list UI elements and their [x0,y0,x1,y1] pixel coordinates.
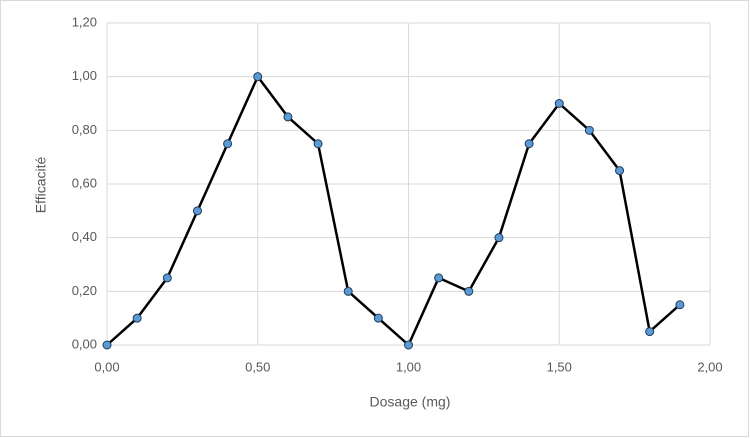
marker [554,99,564,108]
marker [404,340,413,350]
x-axis-title: Dosage (mg) [370,394,451,410]
marker [102,340,112,350]
x-tick-label: 2,00 [697,359,722,374]
marker [615,166,625,176]
marker [494,233,504,243]
y-axis-title: Efficacité [33,157,49,214]
marker [584,125,594,135]
y-tick-label: 0,40 [72,229,97,244]
marker [313,139,323,149]
marker [373,313,383,323]
marker [283,112,293,122]
y-tick-label: 1,00 [72,68,97,83]
y-tick-label: 0,80 [72,122,97,137]
marker [253,72,263,82]
marker [343,286,353,296]
marker [524,139,534,149]
marker [192,206,202,216]
x-tick-label: 0,00 [94,359,119,374]
x-tick-label: 1,00 [396,359,421,374]
marker [675,300,685,310]
marker [162,273,172,283]
y-tick-label: 0,20 [72,283,97,298]
line [106,75,681,347]
marker [645,327,655,337]
x-tick-label: 1,50 [547,359,572,374]
marker [434,273,444,283]
y-tick-label: 0,60 [72,175,97,190]
marker [464,286,474,296]
y-tick-label: 0,00 [72,336,97,351]
x-tick-label: 0,50 [245,359,270,374]
y-tick-label: 1,20 [72,14,97,29]
marker [223,139,233,149]
marker [132,313,142,323]
